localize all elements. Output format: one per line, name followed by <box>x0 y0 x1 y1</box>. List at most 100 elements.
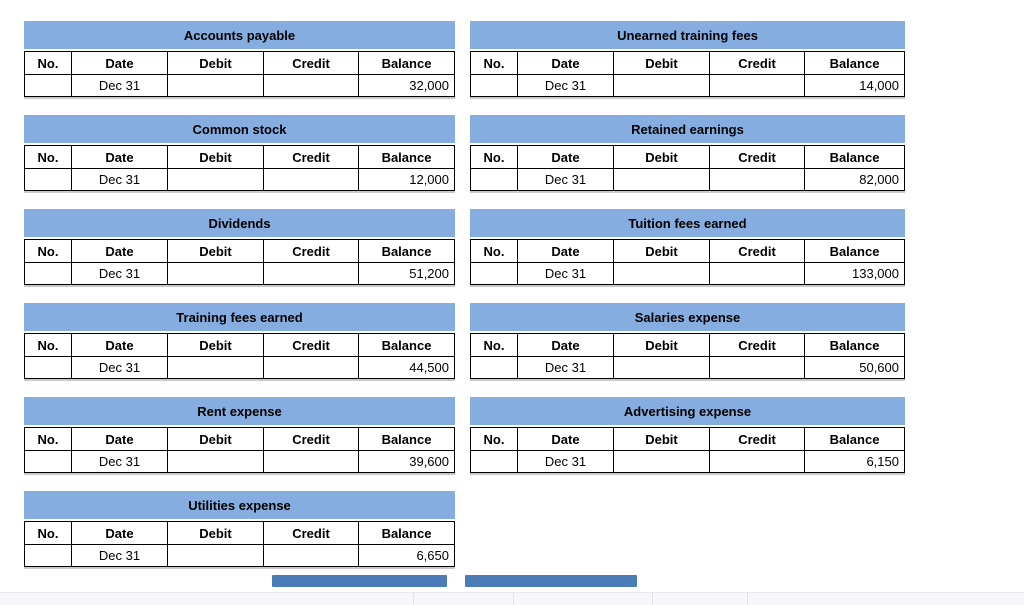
col-header-balance: Balance <box>804 51 905 75</box>
cell-balance: 44,500 <box>358 356 455 379</box>
cell-balance: 6,650 <box>358 544 455 567</box>
account-salaries-expense: Salaries expense No. Date Debit Credit B… <box>470 303 905 379</box>
cell-debit <box>613 168 710 191</box>
cell-debit <box>167 544 264 567</box>
ledger-table: No. Date Debit Credit Balance Dec 31 133… <box>470 239 905 285</box>
cell-date: Dec 31 <box>71 168 168 191</box>
table-row: Dec 31 12,000 <box>24 168 455 191</box>
footer-button-right[interactable] <box>465 575 637 587</box>
col-header-credit: Credit <box>263 333 359 357</box>
col-header-no: No. <box>24 239 72 263</box>
col-header-credit: Credit <box>263 51 359 75</box>
ledger-table: No. Date Debit Credit Balance Dec 31 32,… <box>24 51 455 97</box>
ledger-table: No. Date Debit Credit Balance Dec 31 82,… <box>470 145 905 191</box>
cell-balance: 12,000 <box>358 168 455 191</box>
cell-no <box>470 262 518 285</box>
col-header-debit: Debit <box>167 427 264 451</box>
col-header-credit: Credit <box>709 51 805 75</box>
col-header-balance: Balance <box>358 145 455 169</box>
cell-no <box>470 450 518 473</box>
cutoff-table-divider <box>747 593 748 605</box>
cell-balance: 51,200 <box>358 262 455 285</box>
cell-date: Dec 31 <box>71 450 168 473</box>
cell-credit <box>263 450 359 473</box>
account-title: Dividends <box>24 209 455 237</box>
account-unearned-training-fees: Unearned training fees No. Date Debit Cr… <box>470 21 905 97</box>
ledger-column-left: Accounts payable No. Date Debit Credit B… <box>24 21 455 585</box>
footer-button-left[interactable] <box>272 575 447 587</box>
cell-date: Dec 31 <box>517 450 614 473</box>
cell-debit <box>167 168 264 191</box>
col-header-date: Date <box>517 145 614 169</box>
col-header-no: No. <box>470 239 518 263</box>
cell-debit <box>167 262 264 285</box>
cell-date: Dec 31 <box>517 168 614 191</box>
col-header-balance: Balance <box>358 521 455 545</box>
cell-debit <box>613 74 710 97</box>
col-header-date: Date <box>517 427 614 451</box>
account-utilities-expense: Utilities expense No. Date Debit Credit … <box>24 491 455 567</box>
account-common-stock: Common stock No. Date Debit Credit Balan… <box>24 115 455 191</box>
account-title: Salaries expense <box>470 303 905 331</box>
col-header-date: Date <box>71 427 168 451</box>
col-header-date: Date <box>71 333 168 357</box>
col-header-credit: Credit <box>709 239 805 263</box>
col-header-no: No. <box>24 145 72 169</box>
table-row: Dec 31 6,650 <box>24 544 455 567</box>
col-header-no: No. <box>24 521 72 545</box>
cell-no <box>470 356 518 379</box>
account-title: Tuition fees earned <box>470 209 905 237</box>
cell-balance: 82,000 <box>804 168 905 191</box>
cutoff-bottom-panel <box>0 592 1024 605</box>
col-header-balance: Balance <box>804 427 905 451</box>
cell-credit <box>263 74 359 97</box>
ledger-column-right: Unearned training fees No. Date Debit Cr… <box>470 21 905 491</box>
cell-no <box>24 356 72 379</box>
table-row: Dec 31 6,150 <box>470 450 905 473</box>
col-header-date: Date <box>71 145 168 169</box>
cell-balance: 32,000 <box>358 74 455 97</box>
col-header-no: No. <box>470 145 518 169</box>
cell-no <box>24 450 72 473</box>
account-title: Common stock <box>24 115 455 143</box>
table-row: Dec 31 14,000 <box>470 74 905 97</box>
col-header-credit: Credit <box>263 427 359 451</box>
col-header-date: Date <box>71 521 168 545</box>
cell-balance: 6,150 <box>804 450 905 473</box>
col-header-date: Date <box>517 51 614 75</box>
cell-debit <box>613 262 710 285</box>
cell-debit <box>167 450 264 473</box>
cell-credit <box>709 74 805 97</box>
cell-credit <box>709 356 805 379</box>
col-header-debit: Debit <box>613 51 710 75</box>
col-header-debit: Debit <box>613 333 710 357</box>
account-title: Training fees earned <box>24 303 455 331</box>
account-title: Utilities expense <box>24 491 455 519</box>
account-title: Rent expense <box>24 397 455 425</box>
cell-debit <box>613 450 710 473</box>
cell-credit <box>709 262 805 285</box>
table-row: Dec 31 82,000 <box>470 168 905 191</box>
cell-debit <box>613 356 710 379</box>
cutoff-table-divider <box>413 593 414 605</box>
col-header-debit: Debit <box>613 145 710 169</box>
cutoff-table-divider <box>513 593 514 605</box>
ledger-table: No. Date Debit Credit Balance Dec 31 44,… <box>24 333 455 379</box>
cell-credit <box>263 168 359 191</box>
ledger-table: No. Date Debit Credit Balance Dec 31 14,… <box>470 51 905 97</box>
table-row: Dec 31 44,500 <box>24 356 455 379</box>
account-rent-expense: Rent expense No. Date Debit Credit Balan… <box>24 397 455 473</box>
cell-date: Dec 31 <box>517 356 614 379</box>
col-header-credit: Credit <box>709 333 805 357</box>
account-training-fees-earned: Training fees earned No. Date Debit Cred… <box>24 303 455 379</box>
col-header-no: No. <box>470 51 518 75</box>
cell-balance: 14,000 <box>804 74 905 97</box>
cell-date: Dec 31 <box>71 74 168 97</box>
ledger-table: No. Date Debit Credit Balance Dec 31 39,… <box>24 427 455 473</box>
cell-date: Dec 31 <box>71 262 168 285</box>
col-header-debit: Debit <box>613 239 710 263</box>
col-header-balance: Balance <box>804 145 905 169</box>
cell-no <box>470 74 518 97</box>
cell-credit <box>709 450 805 473</box>
